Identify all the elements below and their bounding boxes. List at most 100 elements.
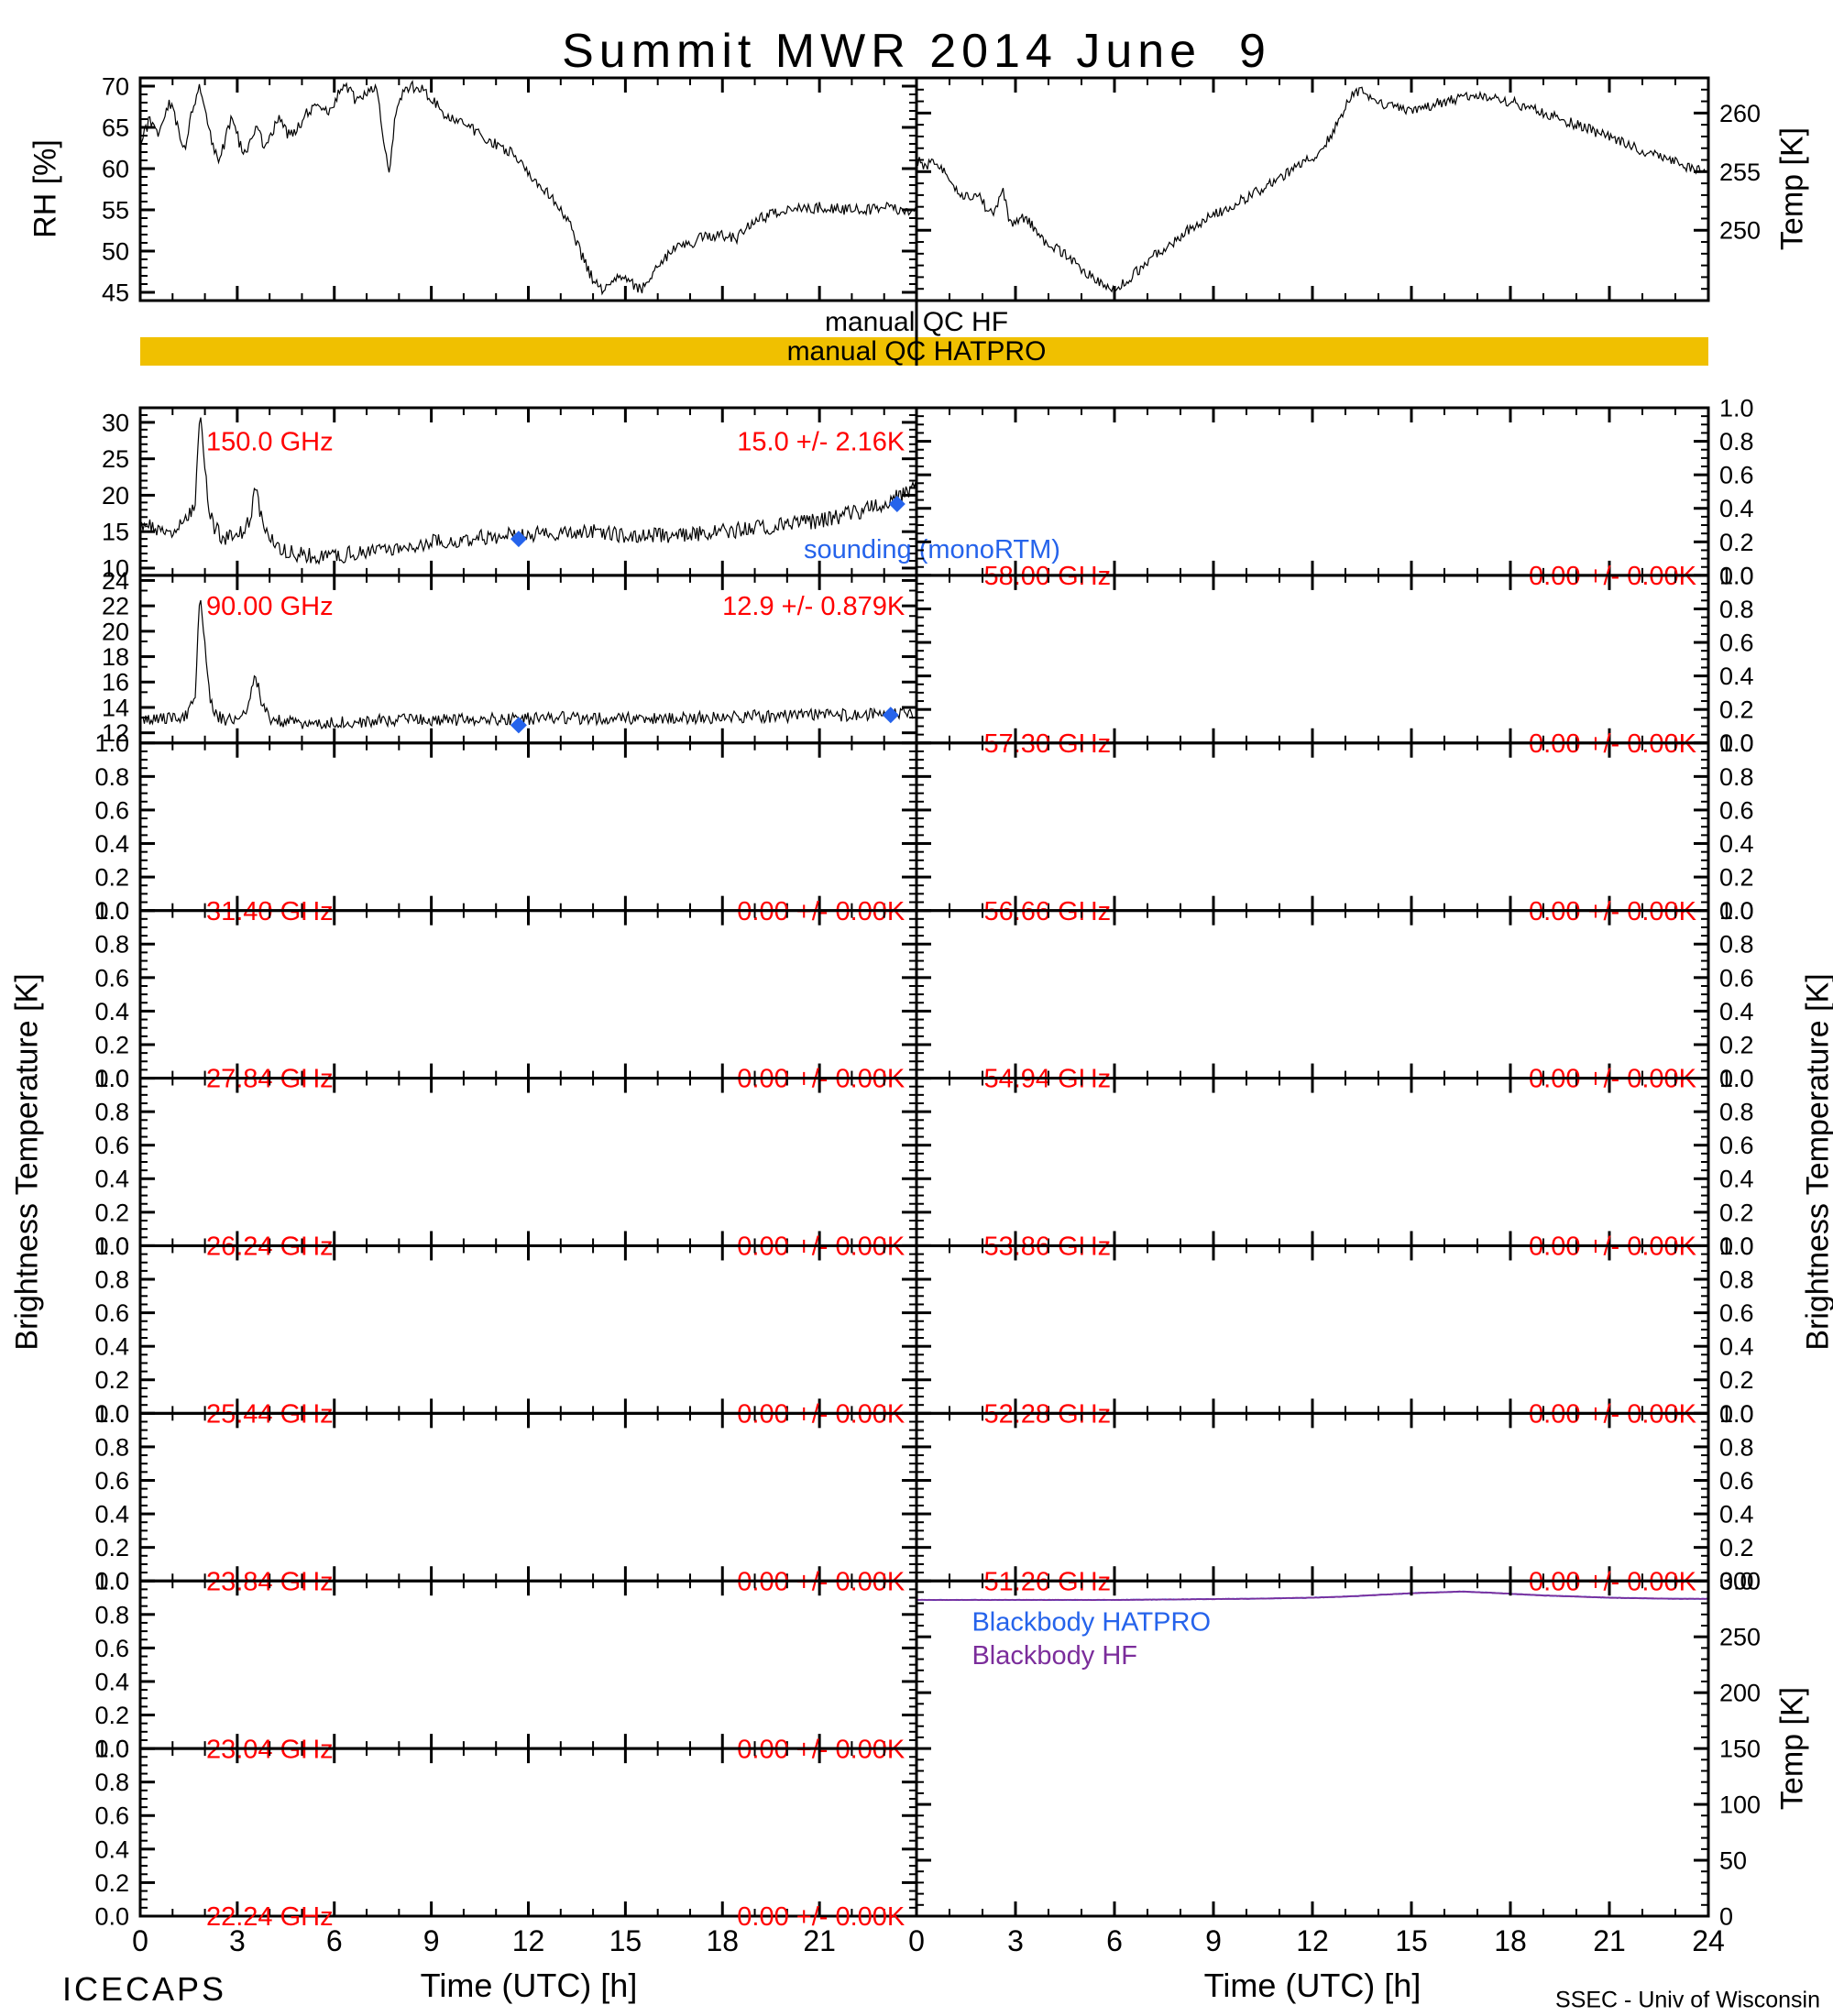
svg-text:0.4: 0.4 (1719, 1501, 1754, 1528)
panel-26-24ghz: 0.00.20.40.60.81.026.24 GHz 0.00 +/- 0.00… (94, 1065, 918, 1262)
panel-53-86ghz: 0.00.20.40.60.81.053.86 GHz 0.00 +/- 0.00… (915, 1065, 1754, 1262)
svg-text:70: 70 (102, 72, 129, 100)
svg-text:0.0: 0.0 (1719, 1233, 1754, 1260)
svg-text:0.0: 0.0 (94, 1736, 129, 1763)
svg-text:0.8: 0.8 (94, 1099, 129, 1126)
svg-text:12: 12 (102, 719, 129, 747)
svg-text:24: 24 (102, 567, 129, 595)
svg-text:0.4: 0.4 (94, 998, 129, 1025)
svg-text:0.2: 0.2 (1719, 1199, 1754, 1226)
svg-text:0.0: 0.0 (1719, 897, 1754, 925)
svg-text:sounding (monoRTM): sounding (monoRTM) (804, 535, 1060, 564)
svg-text:60: 60 (102, 155, 129, 182)
svg-text:12.9 +/- 0.879K: 12.9 +/- 0.879K (722, 592, 906, 621)
svg-text:0.8: 0.8 (1719, 596, 1754, 623)
svg-text:0.2: 0.2 (1719, 1534, 1754, 1561)
svg-text:100: 100 (1719, 1791, 1761, 1819)
svg-text:250: 250 (1719, 217, 1761, 245)
svg-text:0.0: 0.0 (94, 1568, 129, 1595)
svg-text:0.8: 0.8 (94, 1265, 129, 1293)
svg-text:50: 50 (1719, 1846, 1747, 1874)
svg-text:0.6: 0.6 (1719, 629, 1754, 656)
svg-text:0.6: 0.6 (94, 796, 129, 824)
svg-text:0.2: 0.2 (94, 1031, 129, 1058)
panel-54-94ghz: 0.00.20.40.60.81.054.94 GHz 0.00 +/- 0.00… (915, 897, 1754, 1094)
svg-text:1.0: 1.0 (1719, 1065, 1754, 1092)
svg-text:1.0: 1.0 (1719, 729, 1754, 757)
svg-text:45: 45 (102, 279, 129, 306)
svg-text:0.6: 0.6 (94, 1299, 129, 1327)
panel-52-28ghz: 0.00.20.40.60.81.052.28 GHz 0.00 +/- 0.00… (915, 1233, 1754, 1429)
svg-text:0.2: 0.2 (94, 1869, 129, 1897)
svg-text:3: 3 (1007, 1924, 1024, 1957)
page-title: Summit MWR 2014 June 9 (562, 25, 1271, 78)
svg-text:10: 10 (102, 554, 129, 582)
qc-banner-line-hf: manual QC HF (824, 307, 1009, 337)
svg-text:0.2: 0.2 (1719, 529, 1754, 556)
svg-text:0.2: 0.2 (94, 1366, 129, 1394)
svg-text:0.8: 0.8 (94, 1433, 129, 1461)
svg-text:18: 18 (706, 1924, 739, 1957)
svg-text:0.0: 0.0 (94, 1400, 129, 1428)
svg-text:1.0: 1.0 (94, 1568, 129, 1595)
svg-text:1.0: 1.0 (94, 1065, 129, 1092)
panel-57-30ghz: 0.00.20.40.60.81.057.30 GHz 0.00 +/- 0.00… (915, 562, 1754, 759)
svg-text:0.6: 0.6 (1719, 1299, 1754, 1327)
qc-banner-bar (140, 337, 1708, 366)
panel-23-84ghz: 0.00.20.40.60.81.023.84 GHz 0.00 +/- 0.00… (94, 1400, 918, 1596)
svg-text:14: 14 (102, 694, 129, 721)
svg-text:20: 20 (102, 618, 129, 645)
panel-58-00ghz: 0.00.20.40.60.81.058.00 GHz 0.00 +/- 0.00… (915, 394, 1754, 591)
svg-text:1.0: 1.0 (94, 729, 129, 757)
svg-text:0.2: 0.2 (1719, 1366, 1754, 1394)
credit-label: SSEC - Univ of Wisconsin (1555, 1987, 1820, 2013)
svg-text:0.0: 0.0 (1719, 1400, 1754, 1428)
svg-text:1.0: 1.0 (1719, 394, 1754, 422)
panel-rh: 45 50 55 60 65 70 (102, 72, 918, 306)
svg-text:0.6: 0.6 (1719, 462, 1754, 489)
svg-text:0.0: 0.0 (94, 1902, 129, 1930)
svg-text:0.8: 0.8 (1719, 763, 1754, 791)
svg-text:1.0: 1.0 (94, 1233, 129, 1260)
svg-text:6: 6 (326, 1924, 343, 1957)
svg-text:1.0: 1.0 (1719, 897, 1754, 925)
svg-text:0: 0 (1719, 1902, 1733, 1930)
svg-text:21: 21 (1593, 1924, 1626, 1957)
svg-text:0.4: 0.4 (94, 1333, 129, 1361)
svg-text:15: 15 (102, 519, 129, 546)
svg-text:0.0: 0.0 (1719, 562, 1754, 589)
svg-text:0.6: 0.6 (94, 1635, 129, 1662)
svg-text:0.2: 0.2 (94, 864, 129, 892)
svg-text:0.0: 0.0 (94, 1233, 129, 1260)
svg-text:0.4: 0.4 (94, 1166, 129, 1193)
time-axis-label-right: Time (UTC) [h] (1203, 1967, 1421, 2004)
svg-text:0.00 +/- 0.00K: 0.00 +/- 0.00K (737, 1902, 906, 1932)
svg-text:0.6: 0.6 (94, 1467, 129, 1495)
svg-text:1.0: 1.0 (1719, 1400, 1754, 1428)
svg-text:0.0: 0.0 (1719, 1568, 1754, 1595)
svg-text:150: 150 (1719, 1736, 1761, 1763)
svg-text:0.4: 0.4 (94, 1835, 129, 1863)
svg-text:0.2: 0.2 (1719, 864, 1754, 892)
svg-text:0.2: 0.2 (94, 1199, 129, 1226)
svg-text:0.2: 0.2 (94, 1702, 129, 1729)
svg-text:22.24 GHz: 22.24 GHz (206, 1902, 334, 1932)
svg-text:0.4: 0.4 (1719, 663, 1754, 690)
svg-text:1.0: 1.0 (1719, 562, 1754, 589)
svg-text:12: 12 (1296, 1924, 1329, 1957)
panel-56-66ghz: 0.00.20.40.60.81.056.66 GHz 0.00 +/- 0.00… (915, 729, 1754, 926)
svg-text:255: 255 (1719, 159, 1761, 186)
svg-text:50: 50 (102, 237, 129, 265)
svg-text:6: 6 (1106, 1924, 1123, 1957)
svg-text:1.0: 1.0 (94, 1736, 129, 1763)
svg-text:0.8: 0.8 (1719, 1099, 1754, 1126)
svg-text:0.4: 0.4 (94, 1501, 129, 1528)
svg-text:15.0 +/- 2.16K: 15.0 +/- 2.16K (737, 428, 906, 457)
svg-text:0.0: 0.0 (1719, 1065, 1754, 1092)
svg-text:18: 18 (1494, 1924, 1527, 1957)
panel-150ghz: 10 15 20 25 30 150.0 GHz 15.0 +/- 2.16K soundin… (102, 406, 1060, 582)
svg-text:0.2: 0.2 (94, 1534, 129, 1561)
svg-text:12: 12 (512, 1924, 545, 1957)
